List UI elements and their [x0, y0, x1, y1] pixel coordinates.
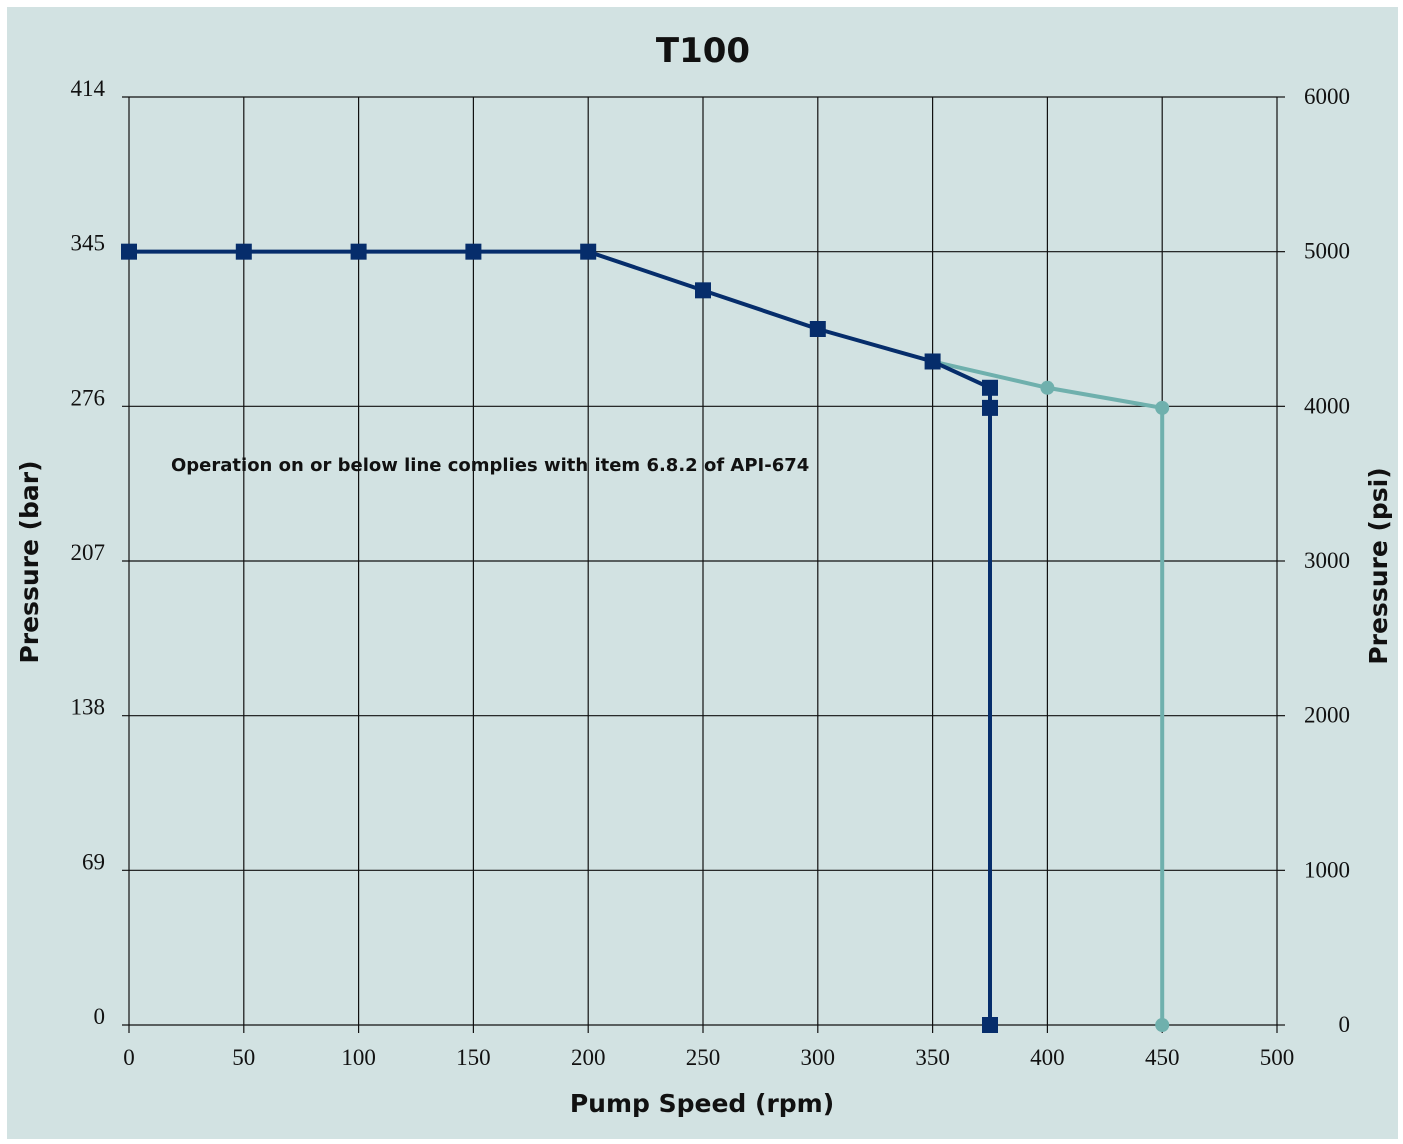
series-line — [129, 249, 992, 1025]
x-tick-label: 250 — [686, 1045, 721, 1070]
markers — [121, 243, 1170, 1033]
y-left-tick-label: 414 — [71, 76, 106, 101]
chart-title: T100 — [656, 31, 750, 71]
square-marker — [924, 353, 941, 370]
x-tick-label: 0 — [123, 1045, 135, 1070]
y-right-tick-label: 4000 — [1304, 393, 1350, 418]
square-marker — [121, 243, 137, 260]
labels: T100 Pump Speed (rpm) Pressure (bar) Pre… — [15, 31, 1393, 1118]
y-left-tick-label: 138 — [71, 695, 106, 720]
series-layer — [129, 249, 1165, 1025]
y-left-tick-label: 207 — [71, 540, 106, 565]
square-marker — [982, 379, 998, 396]
square-marker — [982, 1017, 998, 1033]
square-marker — [465, 243, 482, 260]
y-right-tick-label: 0 — [1339, 1012, 1351, 1037]
x-tick-label: 450 — [1145, 1045, 1180, 1070]
y-right-tick-label: 2000 — [1304, 703, 1350, 728]
y-right-tick-label: 5000 — [1304, 239, 1350, 264]
x-axis-title: Pump Speed (rpm) — [570, 1089, 834, 1118]
square-marker — [580, 243, 597, 260]
x-tick-label: 400 — [1030, 1045, 1065, 1070]
circle-marker — [1040, 380, 1055, 395]
tick-labels: 0 50 100 150 200 250 300 350 400 450 5000 069 100013… — [71, 76, 1351, 1070]
y-left-tick-label: 276 — [71, 385, 106, 410]
y-left-tick-label: 69 — [82, 849, 105, 874]
square-marker — [809, 321, 826, 337]
series-line — [932, 359, 1165, 1025]
compliance-annotation: Operation on or below line complies with… — [171, 455, 809, 476]
square-marker — [350, 243, 367, 260]
x-tick-label: 350 — [915, 1045, 950, 1070]
y-axis-left-title: Pressure (bar) — [15, 460, 44, 663]
square-marker — [235, 243, 252, 260]
y-right-tick-label: 6000 — [1304, 84, 1350, 109]
y-right-tick-label: 3000 — [1304, 548, 1350, 573]
square-marker — [695, 282, 711, 299]
square-marker — [982, 399, 998, 416]
x-tick-label: 150 — [456, 1045, 491, 1070]
y-axis-right-title: Pressure (psi) — [1364, 467, 1393, 664]
x-tick-label: 300 — [801, 1045, 836, 1070]
x-tick-label: 50 — [232, 1045, 255, 1070]
circle-marker — [1155, 1018, 1170, 1032]
grid — [122, 96, 1285, 1033]
x-tick-label: 100 — [341, 1045, 376, 1070]
y-left-tick-label: 345 — [71, 231, 106, 256]
y-right-tick-label: 1000 — [1304, 857, 1350, 882]
x-tick-label: 200 — [571, 1045, 606, 1070]
y-left-tick-label: 0 — [94, 1004, 106, 1029]
x-tick-label: 500 — [1260, 1045, 1295, 1070]
circle-marker — [1155, 400, 1170, 415]
